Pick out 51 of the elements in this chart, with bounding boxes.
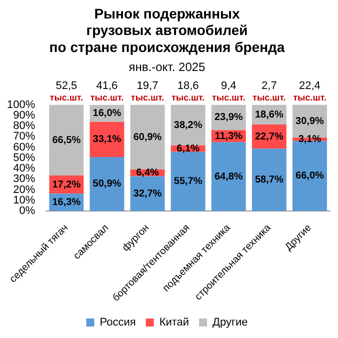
legend-label: Китай (159, 316, 190, 329)
data-label: 32,7% (133, 188, 162, 200)
data-label: 23,9% (214, 112, 243, 124)
data-label: 58,7% (254, 174, 284, 186)
text: 18,6 тыс.шт. (171, 80, 205, 102)
y-tick-label: 50% (13, 152, 36, 164)
y-tick-label: 40% (13, 162, 36, 175)
data-label: 38,2% (174, 120, 202, 131)
data-label: 11,3% (214, 130, 243, 142)
data-label: 18,6% (254, 109, 284, 120)
data-label: 22,7% (254, 131, 284, 142)
y-tick-label: 80% (13, 120, 36, 132)
chart-title: Рынок подержанных грузовых автомобилей по стране происхождения бренда (49, 5, 285, 55)
bar (252, 148, 286, 211)
bar (49, 104, 84, 176)
bar (170, 104, 206, 146)
bar (90, 122, 124, 157)
data-label: 60,9% (133, 132, 162, 143)
legend-label: Россия (100, 316, 136, 329)
bar (211, 142, 246, 211)
y-tick-label: 10% (13, 194, 36, 206)
text: 19,7 тыс.шт. (130, 80, 164, 102)
data-label: 66,0% (296, 170, 324, 182)
text: 52,5 тыс.шт. (50, 80, 84, 102)
bar (170, 152, 206, 211)
y-tick-label: 0% (19, 205, 36, 218)
data-label: 16,3% (52, 197, 81, 208)
text: 2,7 тыс.шт. (252, 80, 286, 102)
data-label: 6,4% (136, 168, 160, 179)
y-tick-label: 90% (13, 109, 36, 122)
y-tick-label: 70% (13, 130, 36, 143)
chart-subtitle: янв.-окт. 2025 (128, 60, 206, 74)
text: 41,6 тыс.шт. (90, 80, 124, 102)
data-label: 17,2% (52, 179, 81, 190)
data-label: 55,7% (174, 176, 202, 188)
data-label: 50,9% (92, 178, 122, 190)
data-label: 6,1% (176, 143, 200, 154)
text: 22,4 тыс.шт. (293, 80, 326, 102)
data-label: 30,9% (296, 116, 324, 127)
text: 9,4 тыс.шт. (212, 80, 246, 102)
data-label: 16,0% (92, 108, 122, 120)
y-tick-label: 30% (13, 173, 36, 186)
data-label: 66,5% (52, 134, 81, 146)
legend-label: Другие (212, 316, 248, 329)
data-label: 33,1% (92, 134, 122, 146)
data-label: 64,8% (214, 171, 243, 182)
y-tick-label: 100% (6, 98, 36, 111)
bar (130, 104, 165, 170)
y-tick-label: 60% (13, 141, 36, 154)
y-tick-label: 20% (13, 184, 36, 196)
bar (90, 156, 124, 211)
